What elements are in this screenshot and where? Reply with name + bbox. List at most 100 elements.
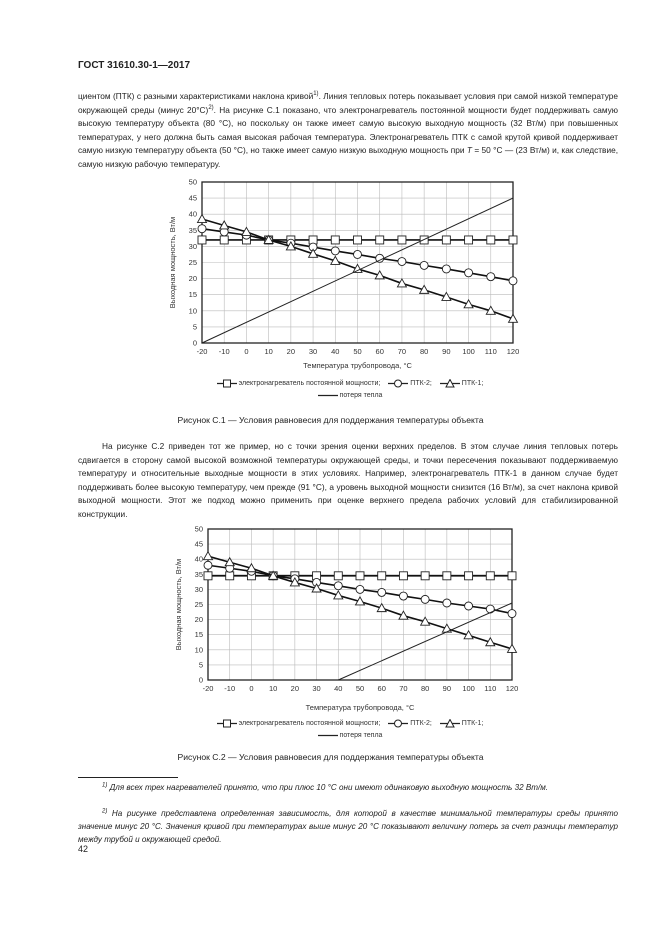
plot-frame — [207, 528, 513, 681]
legend-label: электронагреватель постоянной мощности; — [238, 380, 381, 387]
legend-none-marker-icon — [317, 732, 338, 739]
data-point-triangle — [418, 284, 430, 294]
data-point-square — [508, 235, 518, 245]
footnote-mark: 1) — [102, 782, 108, 789]
footnote-ref: 1) — [313, 91, 319, 98]
y-tick-label: 15 — [189, 290, 197, 299]
y-tick-label: 30 — [189, 242, 197, 251]
footnote-divider — [78, 777, 178, 778]
legend-circle-marker-icon — [388, 379, 409, 388]
x-tick-label: 120 — [507, 347, 520, 356]
data-point-square — [333, 571, 343, 581]
data-point-square — [464, 571, 474, 581]
page-number: 42 — [78, 844, 89, 854]
data-point-triangle — [463, 629, 474, 640]
y-tick-label: 50 — [195, 525, 203, 534]
legend-item-loss: потеря тепла — [317, 730, 383, 742]
data-point-triangle — [307, 248, 319, 258]
y-tick-label: 20 — [189, 274, 197, 283]
x-tick-label: 30 — [312, 684, 320, 693]
legend-item-ptk1: ПТК-1; — [439, 378, 484, 390]
footnote-text: Для всех трех нагревателей принято, что … — [107, 783, 549, 792]
y-tick-label: 10 — [189, 306, 197, 315]
x-tick-label: -10 — [224, 684, 235, 693]
x-tick-label: -20 — [197, 347, 208, 356]
figure-2-chart: -20 -10 0 10 20 30 40 50 60 70 80 90 100 110 120 0 5 10 15… — [174, 525, 518, 713]
data-point-square — [353, 235, 362, 245]
series-line-heat-loss — [201, 197, 514, 344]
data-point-circle — [420, 594, 430, 604]
data-point-triangle — [246, 562, 257, 573]
x-tick-label: 0 — [249, 684, 253, 693]
y-tick-label: 25 — [195, 600, 203, 609]
y-tick-label: 35 — [189, 226, 197, 235]
data-point-circle — [441, 264, 451, 274]
data-point-circle — [486, 272, 496, 282]
text: . Линия тепловых потерь показывает услов… — [78, 91, 618, 115]
data-point-square — [441, 235, 451, 245]
x-tick-label: 90 — [443, 684, 451, 693]
y-tick-label: 40 — [195, 555, 203, 564]
data-point-triangle — [333, 590, 344, 600]
y-tick-label: 5 — [199, 660, 203, 669]
data-point-square — [486, 235, 496, 245]
data-point-triangle — [374, 269, 385, 280]
data-point-triangle — [485, 636, 496, 647]
x-axis-label: Температура трубопровода, °С — [306, 703, 415, 712]
text: циентом (ПТК) с разными характеристиками… — [78, 91, 314, 101]
legend-label: электронагреватель постоянной мощности; — [238, 720, 381, 727]
legend-circle-marker-icon — [388, 719, 409, 728]
legend-item-constant: электронагреватель постоянной мощности; — [216, 378, 381, 390]
data-point-circle — [397, 257, 407, 266]
data-point-circle — [508, 276, 518, 286]
data-point-triangle — [330, 255, 341, 265]
x-tick-label: 110 — [484, 684, 496, 693]
y-tick-label: 0 — [199, 676, 203, 685]
paragraph-1: циентом (ПТК) с разными характеристиками… — [78, 90, 618, 172]
x-tick-label: 40 — [331, 347, 339, 356]
data-point-triangle — [241, 226, 252, 236]
x-tick-label: 60 — [376, 347, 384, 356]
y-axis-label: Выходная мощность, Вт/м — [168, 217, 177, 308]
x-tick-label: -10 — [219, 347, 230, 356]
x-tick-label: 50 — [356, 684, 364, 693]
plot-frame — [201, 181, 514, 344]
legend-label: ПТК-2; — [410, 720, 432, 727]
x-tick-label: 10 — [264, 347, 272, 356]
data-point-circle — [464, 268, 474, 278]
y-tick-label: 30 — [195, 585, 203, 594]
legend-item-ptk2: ПТК-2; — [388, 378, 432, 390]
data-point-triangle — [441, 291, 452, 301]
legend-triangle-marker-icon — [439, 718, 460, 728]
x-tick-label: 70 — [398, 347, 406, 356]
legend-none-marker-icon — [317, 392, 338, 399]
data-point-circle — [464, 601, 474, 611]
data-point-square — [225, 571, 235, 581]
legend-label: потеря тепла — [339, 732, 383, 739]
data-point-square — [203, 571, 213, 581]
data-point-triangle — [218, 220, 230, 230]
data-point-triangle — [224, 556, 235, 567]
x-tick-label: 40 — [334, 684, 342, 693]
data-point-square — [420, 571, 430, 581]
y-tick-label: 10 — [195, 645, 203, 654]
x-tick-label: 10 — [269, 684, 277, 693]
y-tick-label: 50 — [189, 178, 197, 187]
y-tick-label: 0 — [193, 339, 197, 348]
data-point-square — [377, 571, 387, 581]
data-point-square — [355, 571, 365, 581]
y-tick-label: 25 — [189, 258, 197, 267]
legend-item-ptk2: ПТК-2; — [388, 718, 432, 730]
data-point-triangle — [352, 263, 363, 273]
data-point-circle — [377, 587, 387, 597]
data-point-triangle — [285, 240, 297, 251]
data-point-square — [507, 571, 517, 581]
data-point-triangle — [398, 610, 409, 620]
data-point-circle — [333, 581, 343, 591]
x-tick-label: 70 — [399, 684, 407, 693]
footnote-ref: 2) — [208, 104, 214, 111]
figure-1-caption: Рисунок С.1 — Условия равновесия для под… — [177, 415, 484, 425]
footnote-text: На рисунке представлена определенная зав… — [78, 809, 618, 844]
y-tick-label: 20 — [195, 615, 203, 624]
legend-label: ПТК-1; — [461, 380, 484, 387]
